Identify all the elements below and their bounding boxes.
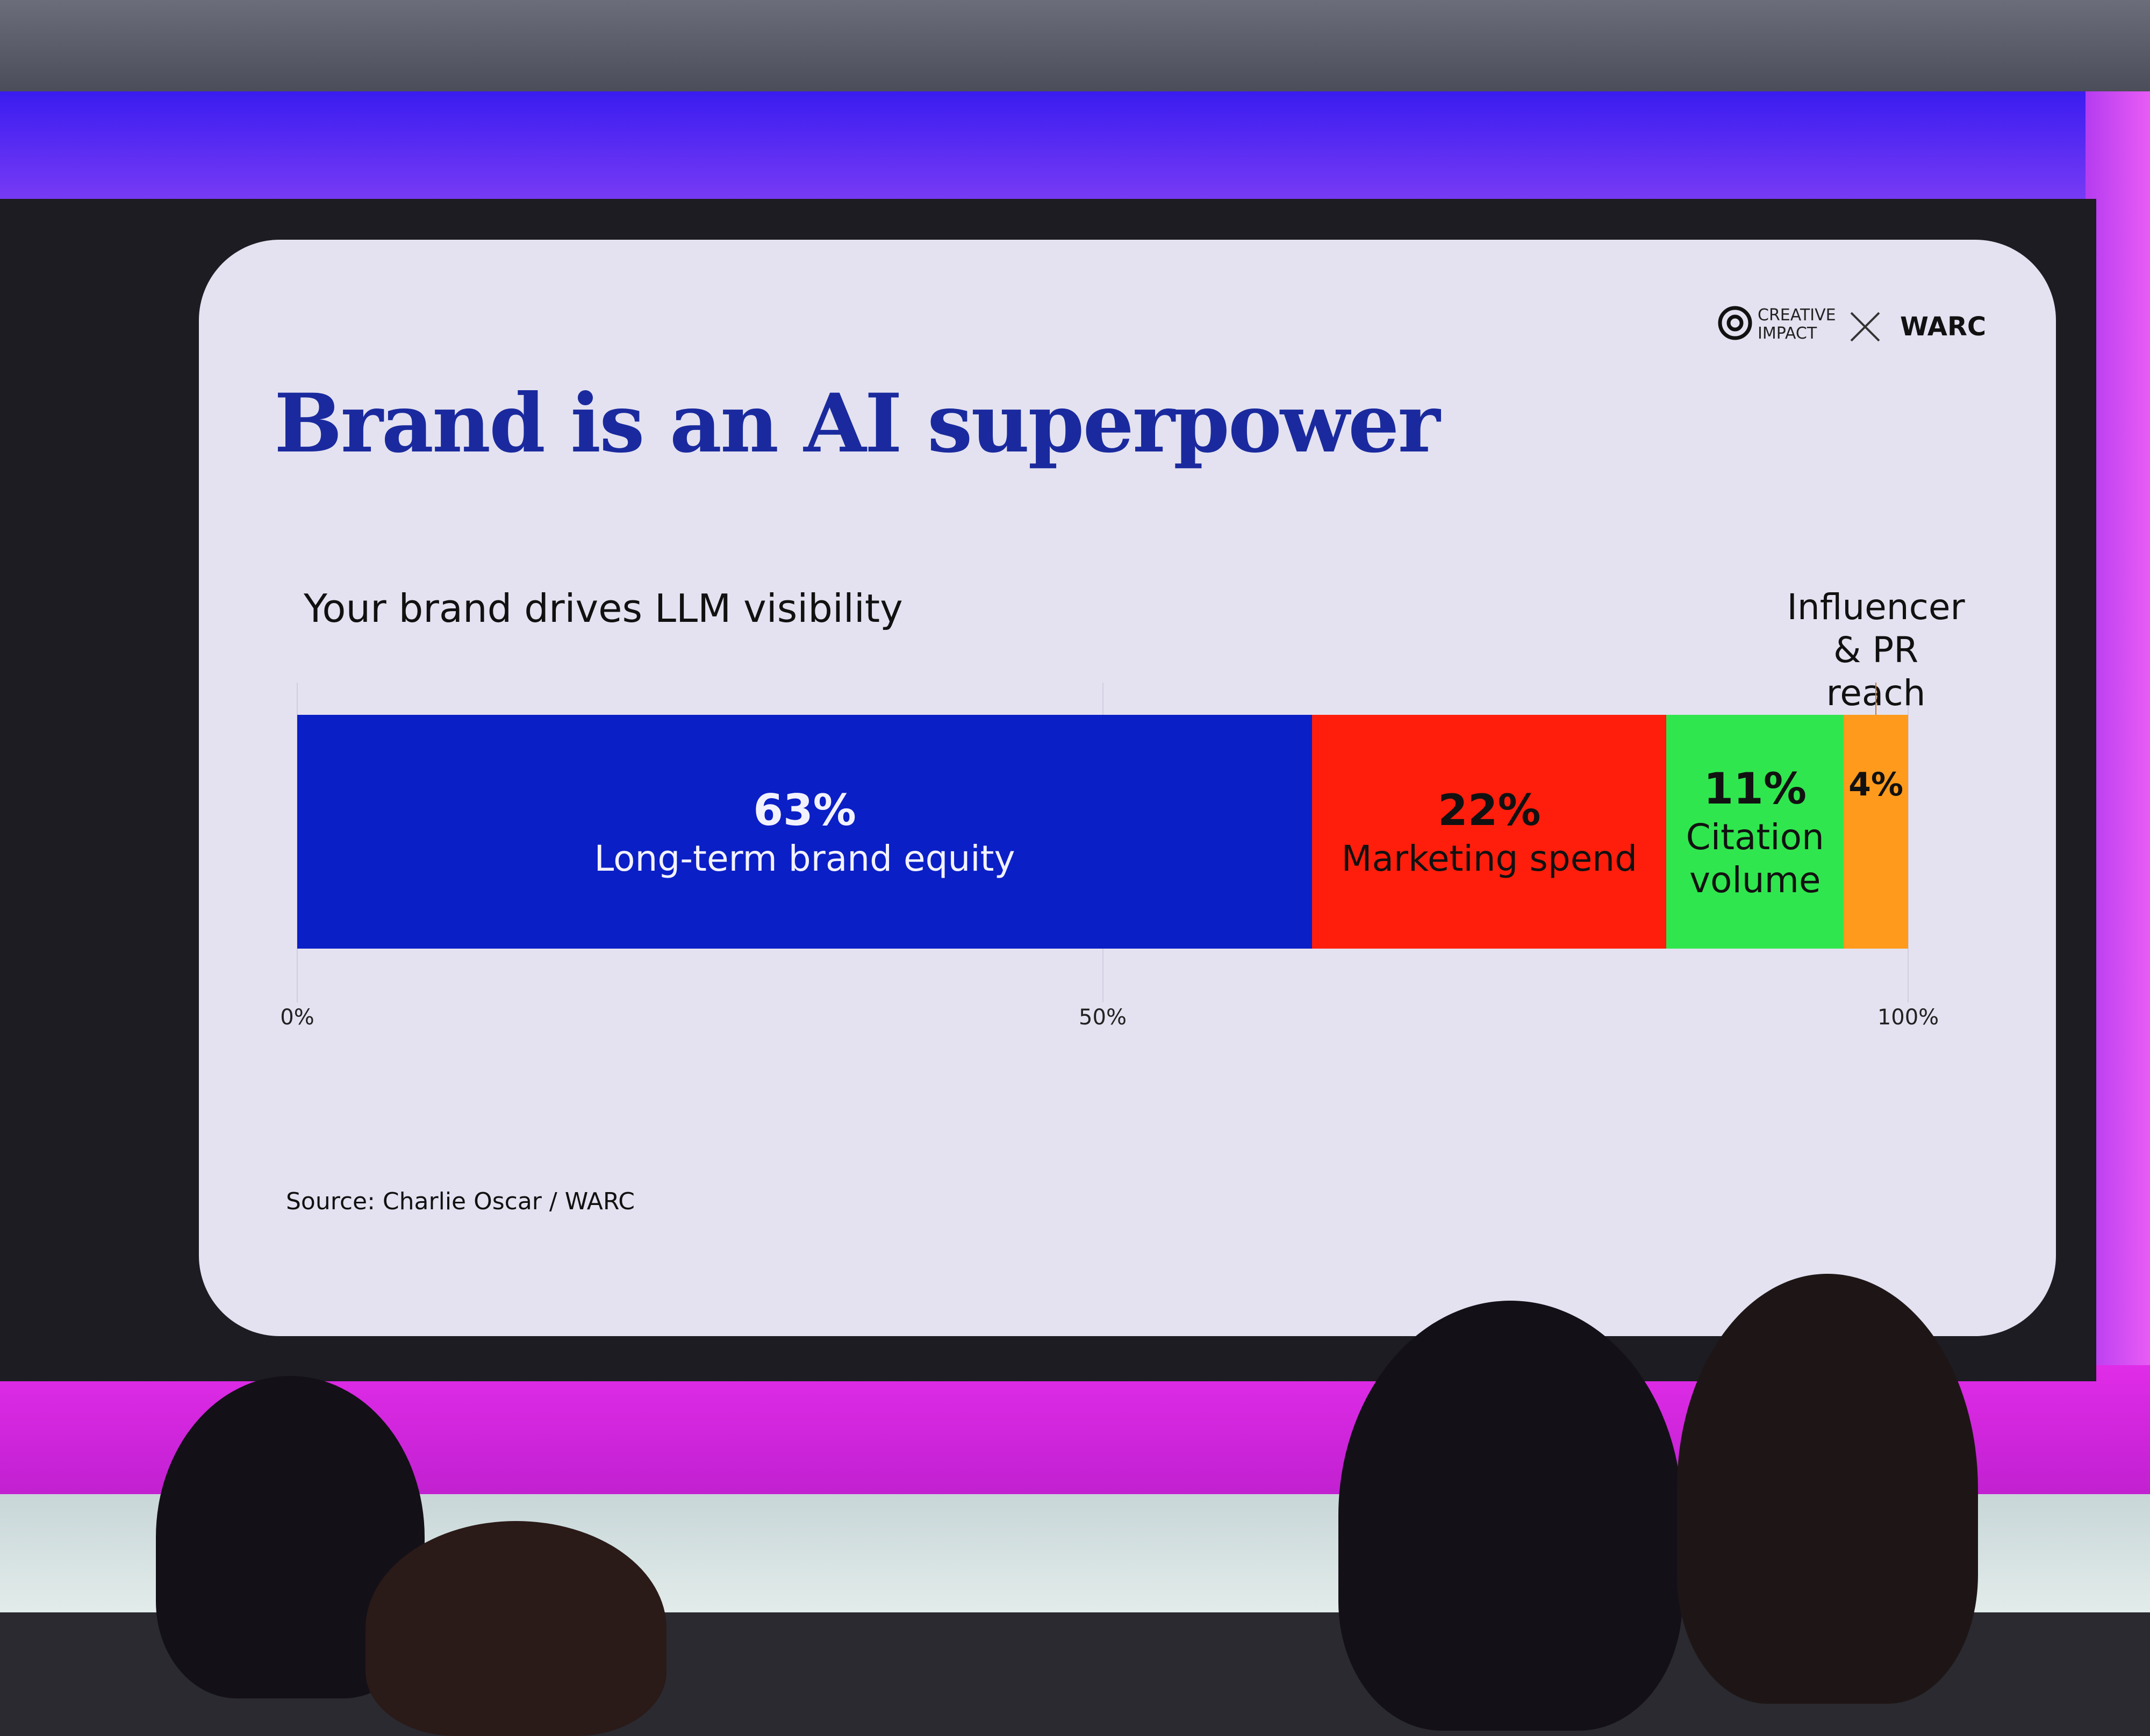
segment-label: Long-term brand equity — [594, 837, 1015, 879]
bar-segment: 22% Marketing spend — [1312, 715, 1667, 949]
wall — [2086, 91, 2150, 1489]
logo-text: CREATIVE IMPACT — [1758, 306, 1836, 343]
data-label: 11% — [1703, 763, 1807, 814]
chart-subtitle: Your brand drives LLM visibility — [304, 586, 903, 631]
source-note: Source: Charlie Oscar / WARC — [286, 1188, 635, 1215]
grid-line — [1908, 683, 1909, 1002]
segment-label: Marketing spend — [1341, 837, 1638, 879]
logo-text: WARC — [1900, 312, 1987, 342]
x-tick-label: 0% — [280, 1005, 314, 1030]
light-band — [0, 91, 2150, 204]
bar-segment: 4% — [1844, 715, 1908, 949]
audience-head — [1677, 1274, 1978, 1704]
chart-title: Brand is an AI superpower — [274, 376, 1440, 471]
x-tick-label: 100% — [1877, 1005, 1939, 1030]
segment-label: Citation volume — [1686, 816, 1824, 901]
chart: 0% 50% 100% 63% Long-term brand equity 22% Mar… — [280, 586, 1965, 1030]
data-label: 22% — [1438, 785, 1541, 835]
segment-label: Influencer & PR reach — [1787, 586, 1965, 714]
leader-line — [1875, 683, 1877, 715]
logo-icon — [1718, 306, 1752, 340]
data-label: 4% — [1848, 766, 1903, 804]
audience-head — [366, 1521, 666, 1736]
x-tick-label: 50% — [1079, 1005, 1127, 1030]
logo-cross — [1850, 312, 1880, 342]
audience-head — [1338, 1301, 1682, 1731]
bar-segment: 63% Long-term brand equity — [297, 715, 1313, 949]
ceiling — [0, 0, 2150, 97]
data-label: 63% — [753, 785, 856, 835]
bar-segment: 11% Citation volume — [1666, 715, 1844, 949]
